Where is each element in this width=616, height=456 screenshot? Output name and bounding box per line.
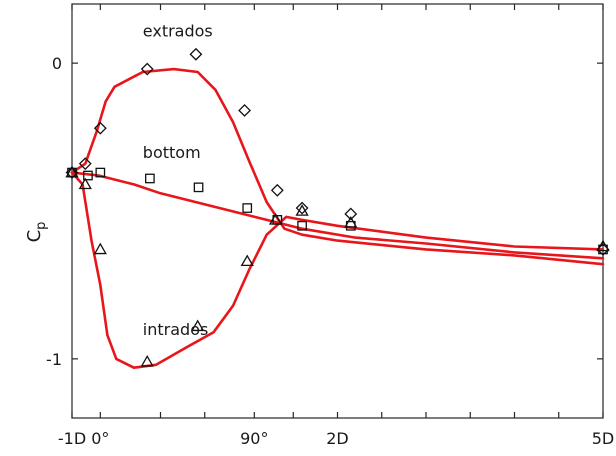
curve-bottom [70,171,605,260]
triangle-marker [268,213,283,225]
square-marker [193,182,204,193]
x-tick-label: 5D [592,429,615,448]
x-tick-label: 0° [91,429,109,448]
annotation-bottom: bottom [143,143,201,162]
triangle-marker [65,165,79,178]
square-marker [297,220,307,231]
diamond-marker [295,201,309,215]
diamond-marker [78,157,92,171]
square-marker [95,167,106,178]
y-axis-label-main: C [24,230,45,243]
labels-layer: -1D 0° 90° 2D 5D 0 -1 extrados bottom intrados [46,22,614,448]
y-axis-label: Cp [24,222,49,243]
triangle-marker [240,254,254,267]
markers-layer [65,47,610,367]
plot-area-border [71,3,604,419]
y-axis-label-subscript: p [34,222,49,230]
x-tick-label: -1D [58,429,86,448]
diamond-marker [344,207,358,221]
curve-extrados [70,67,605,266]
square-marker [83,170,93,181]
y-tick-label: 0 [52,54,62,73]
diamond-marker [238,104,251,117]
square-marker [145,173,155,184]
x-tick-label: 90° [240,429,268,448]
triangle-marker [191,319,205,332]
diamond-marker [93,121,107,135]
annotation-intrados: intrados [143,320,209,339]
triangle-marker [140,355,154,367]
square-marker [242,203,253,213]
plot-frame [71,3,604,419]
triangle-marker [93,242,107,255]
diamond-marker [140,62,154,76]
triangle-marker [344,216,358,228]
y-tick-label: -1 [46,350,62,369]
diamond-marker [270,183,284,197]
diamond-marker [189,47,203,61]
triangle-marker [78,177,92,190]
curves-layer [70,67,605,369]
curve-intrados [70,171,605,369]
triangle-marker [596,239,610,252]
ticks-layer [71,4,604,418]
annotation-extrados: extrados [143,22,213,41]
x-tick-label: 2D [326,429,349,448]
triangle-marker [295,204,309,216]
